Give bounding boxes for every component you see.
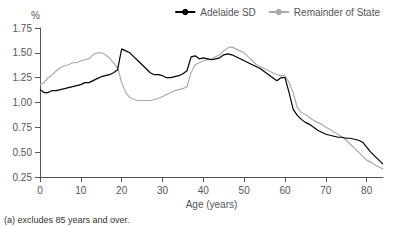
svg-text:10: 10 <box>75 185 87 196</box>
svg-text:0.50: 0.50 <box>13 147 33 158</box>
svg-text:1.50: 1.50 <box>13 47 33 58</box>
svg-text:0.75: 0.75 <box>13 122 33 133</box>
svg-text:Adelaide SD: Adelaide SD <box>200 7 256 18</box>
svg-text:(a) excludes 85 years and over: (a) excludes 85 years and over. <box>4 215 130 225</box>
svg-text:50: 50 <box>239 185 251 196</box>
svg-text:%: % <box>31 10 40 21</box>
svg-text:70: 70 <box>320 185 332 196</box>
svg-text:80: 80 <box>361 185 373 196</box>
svg-text:Remainder of State: Remainder of State <box>294 7 381 18</box>
svg-text:40: 40 <box>198 185 210 196</box>
svg-text:0.25: 0.25 <box>13 172 33 183</box>
svg-text:1.75: 1.75 <box>13 23 33 34</box>
svg-text:1.25: 1.25 <box>13 72 33 83</box>
svg-text:60: 60 <box>279 185 291 196</box>
svg-text:30: 30 <box>157 185 169 196</box>
svg-text:Age (years): Age (years) <box>186 199 238 210</box>
svg-text:1.00: 1.00 <box>13 97 33 108</box>
svg-text:0: 0 <box>37 185 43 196</box>
svg-text:20: 20 <box>116 185 128 196</box>
